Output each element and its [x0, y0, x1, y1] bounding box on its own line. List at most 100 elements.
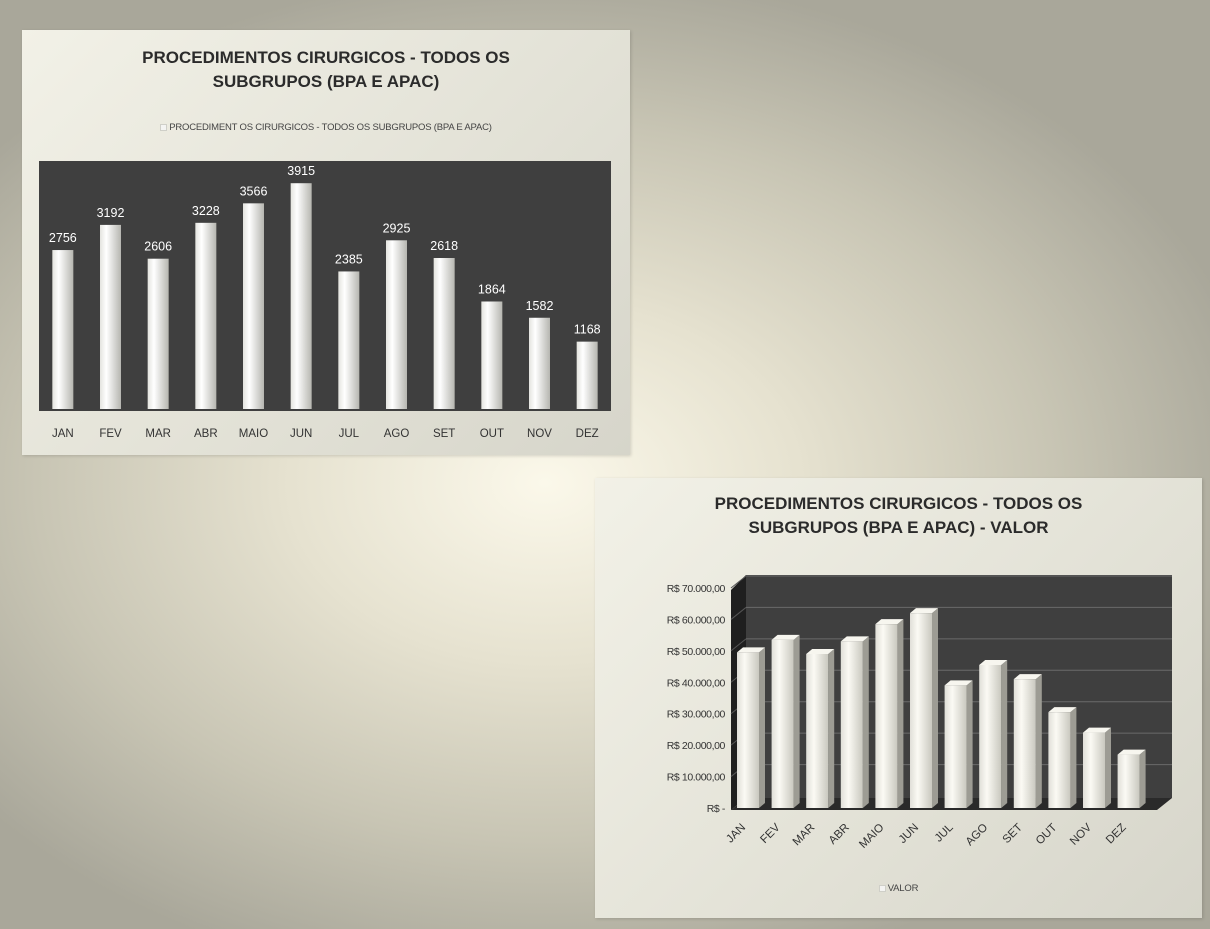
- chart-title: PROCEDIMENTOS CIRURGICOS - TODOS OS SUBG…: [142, 48, 510, 91]
- bar-top-nov: [1083, 727, 1111, 733]
- bar-side-jan: [759, 647, 765, 808]
- bar-fev: [100, 224, 121, 409]
- plot-area: [39, 161, 611, 411]
- bar-side-ago: [1001, 660, 1008, 808]
- x-tick-label-nov: NOV: [1068, 821, 1094, 847]
- data-label-jul: 2385: [335, 252, 363, 266]
- x-tick-label-jan: JAN: [52, 428, 74, 440]
- x-tick-label-maio: MAIO: [239, 428, 268, 440]
- bar-abr: [840, 641, 863, 808]
- x-tick-label-jul: JUL: [339, 428, 360, 440]
- bar-top-jan: [737, 647, 765, 653]
- x-tick-label-abr: ABR: [827, 822, 852, 847]
- data-label-jan: 2756: [49, 231, 77, 245]
- bar-side-nov: [1105, 727, 1111, 808]
- y-tick-label: R$ 10.000,00: [667, 772, 726, 784]
- legend-swatch: [878, 884, 886, 892]
- y-tick-label: R$ 20.000,00: [667, 740, 726, 752]
- gridline-side: [730, 638, 747, 652]
- bar-abr: [195, 222, 217, 409]
- bar-mar: [806, 654, 829, 808]
- y-tick-label: R$ 50.000,00: [667, 646, 726, 658]
- chart-title: PROCEDIMENTOS CIRURGICOS - TODOS OS SUBG…: [714, 494, 1083, 537]
- legend-label: VALOR: [887, 883, 919, 894]
- gridline-side: [730, 575, 747, 589]
- bar-out: [1048, 712, 1071, 808]
- bar-dez: [1117, 754, 1140, 808]
- bar-fev: [771, 639, 794, 808]
- gridline-side: [730, 607, 747, 620]
- bar-top-mar: [806, 649, 835, 654]
- bar-jan: [737, 652, 759, 808]
- bar-side-set: [1035, 674, 1042, 808]
- bar-top-abr: [840, 636, 869, 642]
- data-label-dez: 1168: [574, 323, 601, 337]
- bar-maio: [243, 203, 264, 409]
- x-tick-label-mar: MAR: [791, 822, 818, 849]
- data-label-ago: 2925: [383, 221, 411, 235]
- x-tick-label-jun: JUN: [897, 822, 921, 846]
- bar-top-set: [1013, 674, 1042, 680]
- bar-jul: [338, 271, 360, 409]
- x-tick-label-dez: DEZ: [1104, 822, 1129, 847]
- bar-dez: [576, 341, 598, 409]
- x-tick-label-ago: AGO: [964, 822, 991, 849]
- chart-legend: VALOR: [595, 883, 1202, 894]
- bar-chart-procedimentos: 2756 JAN 3192 FEV 2606 MAR 3228 ABR 3566 MAIO 3915…: [39, 161, 611, 440]
- y-tick-label: R$ 70.000,00: [667, 583, 726, 595]
- bar-side-jun: [932, 608, 938, 808]
- bar-side-fev: [793, 634, 800, 808]
- y-tick-label: R$ 30.000,00: [667, 709, 726, 721]
- bar-nov: [1083, 732, 1105, 808]
- data-label-maio: 3566: [240, 184, 268, 198]
- chart-legend: PROCEDIMENT OS CIRURGICOS - TODOS OS SUB…: [22, 122, 630, 133]
- x-tick-label-fev: FEV: [758, 821, 783, 846]
- bar-top-jun: [910, 608, 938, 614]
- bar-chart-valor: R$ 70.000,00 R$ 60.000,00 R$ 50.000,00 R$ 4…: [667, 575, 1172, 851]
- x-tick-label-mar: MAR: [145, 428, 171, 440]
- data-label-abr: 3228: [192, 204, 220, 218]
- y-tick-label: R$ -: [707, 803, 726, 815]
- bar-jul: [944, 685, 967, 808]
- legend-swatch: [160, 123, 168, 131]
- x-tick-label-abr: ABR: [194, 428, 218, 440]
- x-tick-label-ago: AGO: [384, 428, 410, 440]
- bar-side-dez: [1139, 749, 1146, 808]
- x-tick-label-set: SET: [1001, 822, 1025, 846]
- bar-top-fev: [771, 634, 800, 640]
- bar-mar: [147, 258, 169, 409]
- x-tick-label-out: OUT: [480, 428, 504, 440]
- data-label-set: 2618: [430, 239, 458, 253]
- data-label-fev: 3192: [97, 206, 125, 220]
- legend-label: PROCEDIMENT OS CIRURGICOS - TODOS OS SUB…: [169, 122, 492, 133]
- bar-set: [433, 258, 455, 409]
- bar-jan: [52, 250, 74, 409]
- bar-jun: [910, 613, 932, 808]
- x-tick-label-maio: MAIO: [857, 822, 886, 851]
- bar-jun: [290, 183, 312, 409]
- bar-top-ago: [979, 660, 1008, 665]
- bar-side-jul: [966, 680, 973, 808]
- bar-ago: [979, 665, 1002, 808]
- bar-top-maio: [875, 619, 904, 625]
- data-label-nov: 1582: [526, 299, 554, 313]
- bar-maio: [875, 624, 898, 808]
- bar-top-dez: [1117, 749, 1146, 755]
- bar-out: [481, 301, 503, 409]
- bar-top-out: [1048, 707, 1077, 713]
- x-tick-label-fev: FEV: [99, 428, 122, 440]
- bar-side-maio: [897, 619, 904, 808]
- x-tick-label-jun: JUN: [290, 428, 312, 440]
- x-tick-label-set: SET: [433, 428, 455, 440]
- bar-ago: [386, 240, 407, 409]
- bar-side-abr: [862, 636, 869, 808]
- x-tick-label-jul: JUL: [933, 821, 956, 844]
- data-label-out: 1864: [478, 282, 506, 296]
- x-tick-label-out: OUT: [1034, 822, 1060, 848]
- bar-set: [1013, 679, 1036, 808]
- x-tick-label-dez: DEZ: [576, 428, 599, 440]
- y-tick-label: R$ 60.000,00: [667, 614, 726, 626]
- data-label-jun: 3915: [287, 164, 315, 178]
- x-tick-label-nov: NOV: [527, 428, 552, 440]
- bar-nov: [529, 317, 550, 409]
